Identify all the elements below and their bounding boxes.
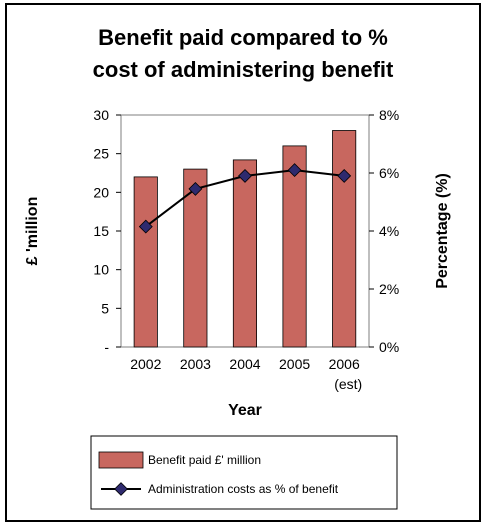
left-tick-label: 30 (93, 107, 109, 123)
right-tick-label: 6% (379, 165, 399, 181)
x-tick-sublabel: (est) (334, 376, 362, 392)
chart-title-line-1: Benefit paid compared to % (98, 25, 388, 50)
bar-2006 (332, 130, 357, 348)
x-tick-label: 2006 (329, 356, 360, 372)
bar-2004 (232, 159, 258, 348)
left-tick-label: 15 (93, 223, 109, 239)
bar-2002 (133, 176, 158, 348)
line-series (138, 163, 352, 234)
right-tick-label: 0% (379, 339, 399, 355)
line-point-2002 (138, 219, 153, 234)
legend-box (90, 435, 398, 510)
left-tick-label: - (104, 339, 109, 355)
right-tick-label: 8% (379, 107, 399, 123)
right-tick-label: 2% (379, 281, 399, 297)
line-point-2006 (337, 168, 352, 183)
line-point-2004 (238, 168, 252, 183)
left-tick-label: 5 (101, 300, 109, 316)
chart-frame: Benefit paid compared to % cost of admin… (5, 3, 481, 522)
bar-2003 (183, 168, 208, 348)
chart-svg: Benefit paid compared to % cost of admin… (24, 25, 451, 510)
x-tick-label: 2002 (130, 356, 161, 372)
line-point-2003 (188, 181, 203, 196)
x-axis: 2002 2003 2004 2005 2006 (est) (130, 356, 362, 392)
legend-line-marker (114, 482, 128, 496)
y-axis-right-title: Percentage (%) (434, 173, 451, 289)
bar-series (133, 130, 357, 348)
x-tick-label: 2003 (180, 356, 211, 372)
x-axis-title: Year (228, 402, 262, 419)
legend-bar-label: Benefit paid £' million (148, 453, 261, 467)
left-tick-label: 20 (93, 184, 109, 200)
x-tick-label: 2005 (279, 356, 310, 372)
legend: Benefit paid £' million Administration c… (90, 435, 398, 510)
chart-title-line-2: cost of administering benefit (93, 57, 394, 82)
right-axis: 0% 2% 4% 6% 8% (369, 107, 399, 355)
left-tick-label: 25 (93, 146, 109, 162)
y-axis-left-title: £ 'million (24, 197, 41, 266)
line-point-2005 (287, 163, 302, 178)
bar-2005 (282, 145, 307, 348)
legend-bar-swatch (98, 451, 144, 469)
right-tick-label: 4% (379, 223, 399, 239)
legend-line-label: Administration costs as % of benefit (148, 482, 339, 496)
left-tick-label: 10 (93, 262, 109, 278)
x-tick-label: 2004 (229, 356, 260, 372)
left-axis: - 5 10 15 20 25 30 (93, 107, 121, 355)
